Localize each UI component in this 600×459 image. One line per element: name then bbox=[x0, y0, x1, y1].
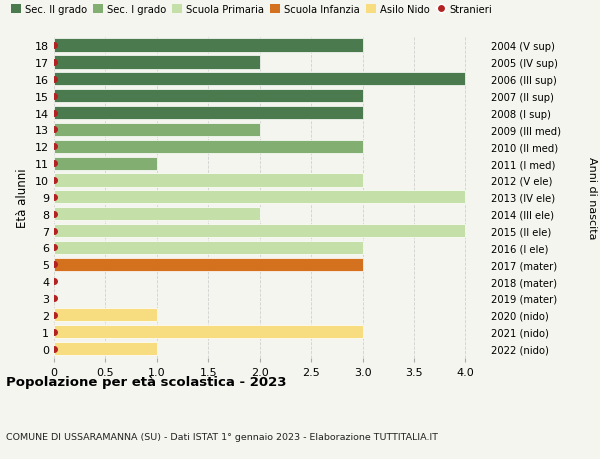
Bar bbox=[54, 325, 362, 338]
Bar bbox=[54, 191, 466, 204]
Bar bbox=[54, 157, 157, 170]
Bar bbox=[54, 140, 362, 153]
Bar bbox=[54, 342, 157, 355]
Bar bbox=[54, 174, 362, 187]
Y-axis label: Età alunni: Età alunni bbox=[16, 168, 29, 227]
Bar bbox=[54, 258, 362, 271]
Text: COMUNE DI USSARAMANNA (SU) - Dati ISTAT 1° gennaio 2023 - Elaborazione TUTTITALI: COMUNE DI USSARAMANNA (SU) - Dati ISTAT … bbox=[6, 431, 438, 441]
Bar bbox=[54, 56, 260, 69]
Bar bbox=[54, 106, 362, 120]
Bar bbox=[54, 123, 260, 137]
Text: Anni di nascita: Anni di nascita bbox=[587, 156, 597, 239]
Bar bbox=[54, 241, 362, 254]
Bar bbox=[54, 224, 466, 238]
Bar bbox=[54, 39, 362, 52]
Bar bbox=[54, 207, 260, 221]
Bar bbox=[54, 308, 157, 322]
Legend: Sec. II grado, Sec. I grado, Scuola Primaria, Scuola Infanzia, Asilo Nido, Stran: Sec. II grado, Sec. I grado, Scuola Prim… bbox=[11, 5, 493, 15]
Bar bbox=[54, 73, 466, 86]
Bar bbox=[54, 90, 362, 103]
Text: Popolazione per età scolastica - 2023: Popolazione per età scolastica - 2023 bbox=[6, 375, 287, 388]
